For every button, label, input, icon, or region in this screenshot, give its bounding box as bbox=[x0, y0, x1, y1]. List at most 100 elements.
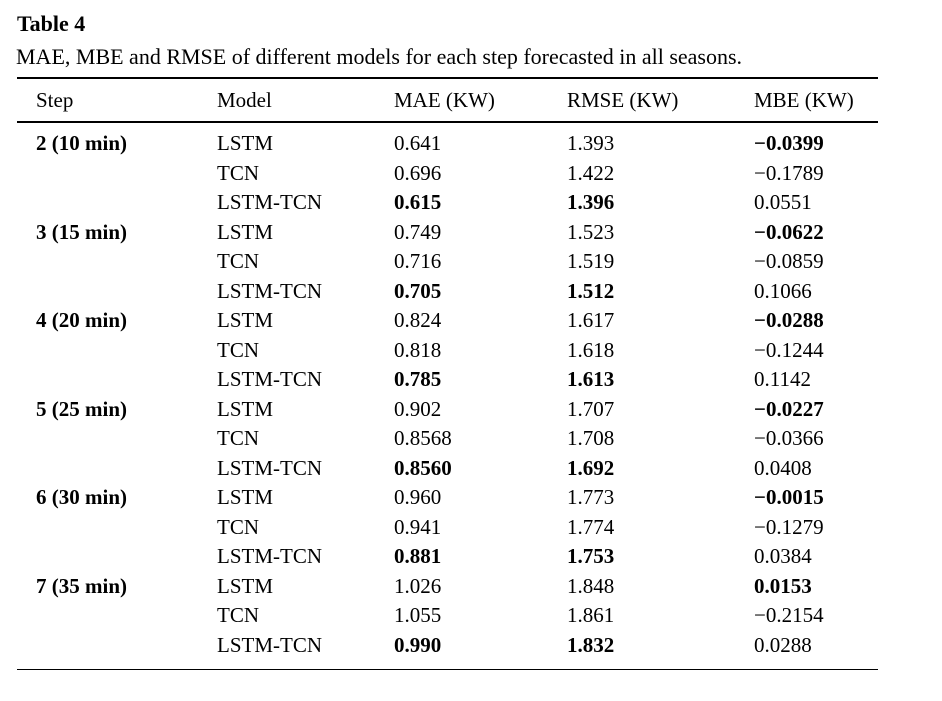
table-row: LSTM-TCN 0.881 1.753 0.0384 bbox=[17, 542, 878, 572]
column-header-step: Step bbox=[36, 88, 74, 112]
column-header-mae: MAE (KW) bbox=[394, 88, 495, 112]
table-row: TCN 0.696 1.422 −0.1789 bbox=[17, 159, 878, 189]
results-table: Step Model MAE (KW) RMSE (KW) MBE (KW) 2… bbox=[17, 77, 878, 670]
table-row: TCN 0.716 1.519 −0.0859 bbox=[17, 247, 878, 277]
cell-mae: 1.055 bbox=[394, 603, 442, 627]
table-row: 7 (35 min) LSTM 1.026 1.848 0.0153 bbox=[17, 572, 878, 602]
table-title: Table 4 bbox=[17, 11, 86, 36]
cell-mbe: −0.0399 bbox=[754, 131, 824, 155]
cell-rmse: 1.774 bbox=[567, 514, 615, 539]
cell-step: 6 (30 min) bbox=[36, 485, 127, 509]
cell-step bbox=[17, 277, 198, 307]
cell-step bbox=[17, 424, 198, 454]
cell-model: LSTM-TCN bbox=[217, 544, 322, 568]
table-row: TCN 0.941 1.774 −0.1279 bbox=[17, 513, 878, 543]
cell-mae: 0.785 bbox=[394, 367, 442, 391]
cell-mae: 0.716 bbox=[394, 249, 442, 273]
table-row: 3 (15 min) LSTM 0.749 1.523 −0.0622 bbox=[17, 218, 878, 248]
cell-step bbox=[17, 601, 198, 631]
cell-model: LSTM bbox=[217, 573, 274, 598]
cell-rmse: 1.393 bbox=[567, 131, 615, 155]
table-header: Step Model MAE (KW) RMSE (KW) MBE (KW) bbox=[17, 78, 878, 122]
cell-mbe: −0.0015 bbox=[754, 485, 824, 509]
cell-model: TCN bbox=[217, 426, 259, 450]
cell-step: 2 (10 min) bbox=[36, 131, 127, 155]
cell-mbe: −0.0366 bbox=[754, 426, 824, 450]
cell-rmse: 1.617 bbox=[567, 308, 615, 332]
cell-step bbox=[17, 631, 198, 670]
table-caption: MAE, MBE and RMSE of different models fo… bbox=[16, 44, 743, 69]
cell-mae: 0.941 bbox=[394, 514, 442, 539]
cell-model: TCN bbox=[217, 514, 259, 539]
cell-model: LSTM bbox=[217, 219, 274, 244]
cell-model: LSTM-TCN bbox=[217, 190, 322, 214]
table-row: LSTM-TCN 0.705 1.512 0.1066 bbox=[17, 277, 878, 307]
cell-model: LSTM bbox=[217, 396, 274, 421]
table-row: 4 (20 min) LSTM 0.824 1.617 −0.0288 bbox=[17, 306, 878, 336]
cell-mae: 0.615 bbox=[394, 190, 442, 214]
table-row: 5 (25 min) LSTM 0.902 1.707 −0.0227 bbox=[17, 395, 878, 425]
cell-model: LSTM-TCN bbox=[217, 455, 322, 480]
cell-mbe: 0.0288 bbox=[754, 632, 812, 657]
cell-rmse: 1.519 bbox=[567, 249, 615, 273]
table-row: 6 (30 min) LSTM 0.960 1.773 −0.0015 bbox=[17, 483, 878, 513]
cell-step bbox=[17, 365, 198, 395]
column-header-mbe: MBE (KW) bbox=[754, 88, 854, 112]
cell-model: LSTM-TCN bbox=[217, 278, 322, 303]
table-row: LSTM-TCN 0.615 1.396 0.0551 bbox=[17, 188, 878, 218]
cell-step: 7 (35 min) bbox=[36, 573, 127, 598]
column-header-model: Model bbox=[217, 88, 272, 112]
cell-mbe: 0.0384 bbox=[754, 544, 812, 568]
cell-rmse: 1.396 bbox=[567, 190, 615, 214]
cell-mbe: 0.1066 bbox=[754, 278, 812, 303]
cell-mbe: −0.0859 bbox=[754, 249, 824, 273]
cell-rmse: 1.613 bbox=[567, 367, 615, 391]
cell-step bbox=[17, 159, 198, 189]
cell-mae: 0.8560 bbox=[394, 455, 452, 480]
table-row: LSTM-TCN 0.990 1.832 0.0288 bbox=[17, 631, 878, 670]
cell-model: TCN bbox=[217, 337, 259, 362]
cell-rmse: 1.512 bbox=[567, 278, 615, 303]
cell-rmse: 1.422 bbox=[567, 160, 615, 185]
cell-rmse: 1.861 bbox=[567, 603, 615, 627]
cell-model: LSTM-TCN bbox=[217, 367, 322, 391]
cell-step: 3 (15 min) bbox=[36, 219, 127, 244]
cell-mbe: −0.0288 bbox=[754, 308, 824, 332]
table-row: 2 (10 min) LSTM 0.641 1.393 −0.0399 bbox=[17, 122, 878, 159]
cell-mae: 0.818 bbox=[394, 337, 442, 362]
table-row: TCN 1.055 1.861 −0.2154 bbox=[17, 601, 878, 631]
cell-model: LSTM bbox=[217, 485, 274, 509]
table-row: TCN 0.818 1.618 −0.1244 bbox=[17, 336, 878, 366]
cell-mbe: −0.0622 bbox=[754, 219, 824, 244]
cell-step: 5 (25 min) bbox=[36, 396, 127, 421]
cell-rmse: 1.773 bbox=[567, 485, 615, 509]
cell-model: TCN bbox=[217, 603, 259, 627]
table-row: LSTM-TCN 0.785 1.613 0.1142 bbox=[17, 365, 878, 395]
cell-mae: 0.749 bbox=[394, 219, 442, 244]
cell-mbe: 0.0551 bbox=[754, 190, 812, 214]
cell-mae: 0.8568 bbox=[394, 426, 452, 450]
table-row: TCN 0.8568 1.708 −0.0366 bbox=[17, 424, 878, 454]
cell-mbe: −0.1244 bbox=[754, 337, 824, 362]
cell-mbe: 0.1142 bbox=[754, 367, 811, 391]
cell-step bbox=[17, 247, 198, 277]
cell-rmse: 1.753 bbox=[567, 544, 615, 568]
cell-step bbox=[17, 513, 198, 543]
column-header-rmse: RMSE (KW) bbox=[567, 88, 679, 112]
cell-rmse: 1.708 bbox=[567, 426, 615, 450]
table-row: LSTM-TCN 0.8560 1.692 0.0408 bbox=[17, 454, 878, 484]
cell-mae: 0.902 bbox=[394, 396, 442, 421]
cell-mbe: 0.0153 bbox=[754, 573, 812, 598]
cell-step bbox=[17, 188, 198, 218]
cell-rmse: 1.707 bbox=[567, 396, 615, 421]
cell-mae: 0.824 bbox=[394, 308, 442, 332]
table-header-row: Step Model MAE (KW) RMSE (KW) MBE (KW) bbox=[17, 78, 878, 122]
cell-model: LSTM bbox=[217, 308, 274, 332]
cell-step bbox=[17, 454, 198, 484]
cell-rmse: 1.848 bbox=[567, 573, 615, 598]
cell-rmse: 1.523 bbox=[567, 219, 615, 244]
cell-rmse: 1.618 bbox=[567, 337, 615, 362]
cell-mbe: −0.0227 bbox=[754, 396, 824, 421]
cell-rmse: 1.832 bbox=[567, 632, 615, 657]
